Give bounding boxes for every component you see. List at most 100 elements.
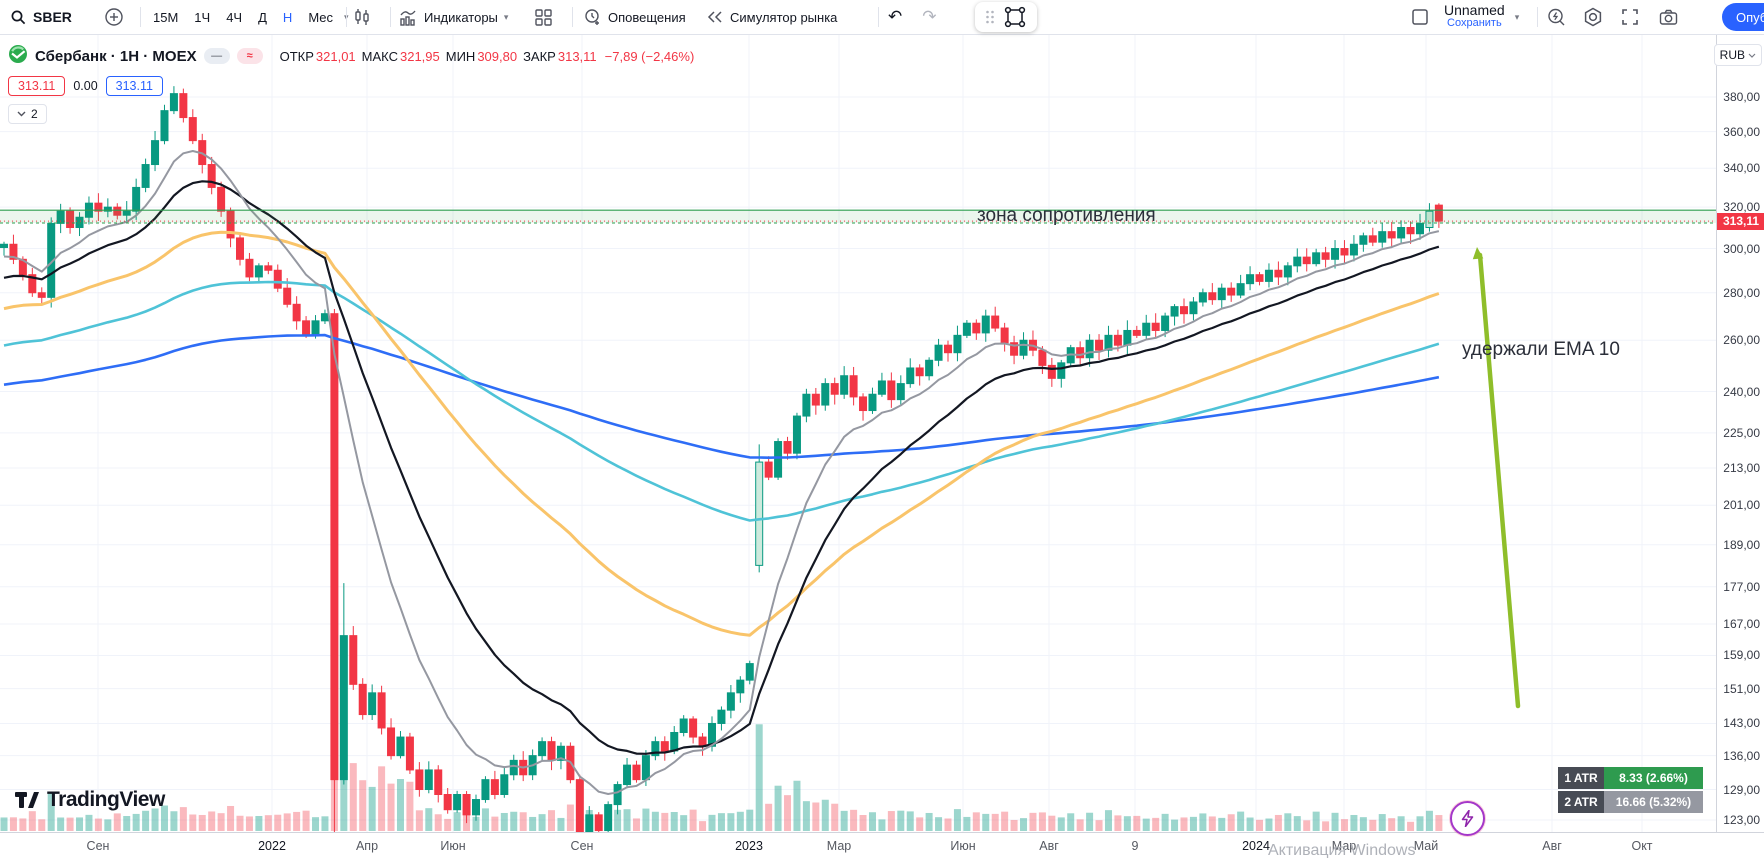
replay-button[interactable]: Симулятор рынка [706, 0, 837, 34]
high-value: 321,95 [399, 48, 440, 64]
price-labels-row: 313.11 0.00 313.11 [8, 74, 163, 98]
price-axis[interactable]: RUB 313,11 380,00 360,00 340,00 320,00 300,0… [1713, 34, 1764, 832]
save-layout-label[interactable]: Сохранить [1447, 17, 1502, 29]
compare-button[interactable] [104, 0, 124, 34]
chart-style-button[interactable] [352, 0, 372, 34]
indicators-icon [398, 7, 418, 27]
close-label: ЗАКР [523, 48, 556, 64]
layout-chevron-icon: ▾ [1514, 11, 1520, 22]
atr-value: 16.66 (5.32%) [1604, 791, 1703, 813]
lightning-icon [1461, 810, 1474, 827]
time-year-label: 2024 [1242, 839, 1270, 853]
blue-price-box[interactable]: 313.11 [105, 76, 163, 96]
snapshot-button[interactable] [1658, 0, 1679, 34]
layout-name: Unnamed [1444, 2, 1505, 18]
ema-lines [3, 150, 1440, 795]
price-tick-label: 177,00 [1723, 579, 1760, 594]
wave-indicator-pill[interactable]: ≈ [236, 48, 263, 64]
flash-boost-button[interactable] [1450, 801, 1485, 836]
symbol-title[interactable]: Сбербанк · 1Н · MOEX [35, 47, 197, 65]
price-chart-canvas[interactable] [0, 34, 1716, 832]
resistance-zone-label[interactable]: зона сопротивления [977, 205, 1156, 226]
selection-rectangle-icon[interactable] [1003, 5, 1027, 29]
close-value: 313,11 [557, 48, 597, 64]
gear-icon [1582, 6, 1604, 28]
top-toolbar: SBER 15М 1Ч 4Ч Д Н Мес ▾ [0, 0, 1764, 35]
interval-1mo-button[interactable]: Мес [308, 9, 334, 25]
indicators-label: Индикаторы [424, 9, 498, 25]
drag-handle-icon[interactable] [985, 9, 995, 25]
time-axis[interactable]: Сен 2022 Апр Июн Сен 2023 Мар Июн Авг 9 2024 Мар Май… [0, 832, 1764, 858]
windows-activation-watermark: Активация Windows [1268, 842, 1416, 858]
atr-row: 2 ATR 16.66 (5.32%) [1558, 791, 1703, 813]
drawing-widget-pill[interactable] [975, 2, 1037, 32]
hide-indicator-pill[interactable]: — [203, 48, 230, 64]
time-month-label: Сен [86, 839, 110, 853]
time-year-label: 2023 [735, 839, 763, 853]
collapse-count: 2 [31, 107, 38, 121]
ema-200-line [3, 333, 1440, 460]
candlestick-style-icon [352, 7, 372, 27]
tradingview-logo[interactable]: TradingView [14, 788, 165, 812]
sberbank-logo-icon [8, 44, 28, 69]
toolbar-divider [346, 7, 347, 27]
layout-name-button[interactable]: Unnamed Сохранить ▾ [1444, 0, 1519, 34]
price-tick-label: 380,00 [1723, 90, 1760, 104]
indicators-button[interactable]: Индикаторы ▾ [398, 0, 508, 34]
rewind-icon [706, 10, 724, 24]
undo-button[interactable]: ↶ [888, 7, 903, 26]
settings-button[interactable] [1582, 0, 1604, 34]
search-icon [10, 9, 27, 26]
ema-10-line [3, 150, 1440, 795]
grid-layout-icon [534, 8, 553, 27]
save-layout-icon-button[interactable] [1410, 0, 1430, 34]
time-month-label: Мар [1331, 839, 1357, 853]
price-tick-label: 320,00 [1723, 200, 1760, 215]
quick-search-button[interactable] [1546, 0, 1567, 34]
price-tick-label: 189,00 [1723, 537, 1760, 552]
chart-legend-row[interactable]: Сбербанк · 1Н · MOEX — ≈ ОТКР 321,01 МАКС… [8, 44, 694, 68]
alerts-button[interactable]: Оповещения [582, 0, 686, 34]
atr-label: 1 ATR [1558, 767, 1604, 789]
interval-1w-button[interactable]: Н [282, 9, 293, 25]
price-tick-label: 260,00 [1723, 333, 1760, 348]
interval-4h-button[interactable]: 4Ч [226, 9, 243, 25]
price-tick-label: 129,00 [1723, 782, 1760, 797]
time-month-label: Авг [1542, 839, 1562, 853]
price-tick-label: 225,00 [1723, 425, 1760, 440]
replay-label: Симулятор рынка [730, 9, 838, 25]
indicators-chevron-icon: ▾ [503, 11, 509, 22]
fullscreen-button[interactable] [1620, 0, 1640, 34]
time-month-label: Сен [570, 839, 594, 853]
chevron-down-icon [1748, 53, 1756, 58]
price-tick-label: 123,00 [1723, 813, 1760, 828]
collapse-indicators-button[interactable]: 2 [8, 104, 47, 124]
price-tick-label: 201,00 [1723, 498, 1760, 513]
layout-grid-button[interactable] [534, 0, 553, 34]
object-tree-row: 2 [8, 104, 47, 124]
ema-100-line [3, 280, 1440, 522]
interval-15m-button[interactable]: 15М [153, 9, 179, 25]
time-month-label: Мар [826, 839, 852, 853]
time-month-label: Июн [950, 839, 976, 853]
low-value: 309,80 [477, 48, 518, 64]
interval-1d-button[interactable]: Д [258, 9, 267, 25]
publish-button[interactable]: Опублик [1722, 3, 1764, 31]
ema-50-line [3, 230, 1440, 637]
toolbar-divider [878, 7, 879, 27]
red-price-box[interactable]: 313.11 [8, 76, 66, 96]
tradingview-wordmark: TradingView [47, 788, 165, 811]
price-tick-label: 213,00 [1723, 461, 1760, 476]
price-tick-label: 136,00 [1723, 748, 1760, 763]
redo-button[interactable]: ↷ [922, 7, 937, 26]
ema-hold-label[interactable]: удержали EMA 10 [1462, 339, 1620, 360]
currency-selector[interactable]: RUB [1713, 44, 1762, 66]
alerts-label: Оповещения [608, 9, 686, 25]
chevron-down-icon [17, 111, 26, 117]
open-value: 321,01 [315, 48, 356, 64]
symbol-label: SBER [33, 9, 72, 25]
change-value: −7,89 (−2,46%) [604, 48, 695, 64]
interval-1h-button[interactable]: 1Ч [194, 9, 211, 25]
symbol-search-button[interactable]: SBER [10, 0, 72, 34]
